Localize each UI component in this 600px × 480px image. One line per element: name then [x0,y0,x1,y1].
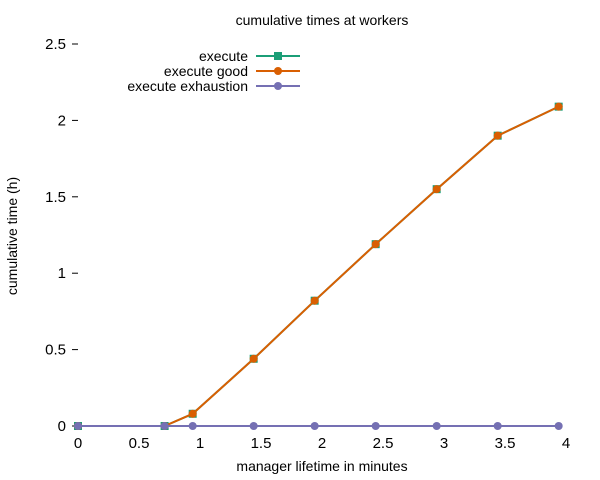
y-axis-label: cumulative time (h) [4,177,20,295]
data-point [310,296,319,305]
y-tick-label: 1 [58,265,66,282]
x-tick-label: 1.5 [251,435,272,452]
data-point [249,422,258,430]
data-point [432,185,441,194]
data-point [249,354,258,363]
data-point [554,422,563,430]
y-tick-label: 1.5 [45,189,66,206]
series-line [78,105,560,427]
x-tick-label: 3.5 [495,435,516,452]
x-tick-label: 4 [562,435,570,452]
legend-label: execute exhaustion [127,78,248,94]
legend-swatch-marker [274,67,282,75]
x-tick-label: 1 [196,435,204,452]
data-point [371,422,380,430]
legend-swatch-marker [274,82,282,90]
y-tick-label: 2 [58,112,66,129]
x-tick-label: 3 [440,435,448,452]
legend-label: execute good [164,63,248,79]
x-tick-label: 0.5 [129,435,150,452]
series-execute [74,102,563,430]
series-execute-exhaustion [74,422,563,430]
data-point [371,240,380,249]
axes: 0 0.5 1 1.5 2 2.5 0 0.5 1 1.5 2 2.5 3 3.5 4 [45,36,570,452]
data-point [310,422,319,430]
legend-label: execute [199,48,248,64]
legend-item: execute [199,48,300,64]
x-axis-label: manager lifetime in minutes [236,458,407,474]
legend-item: execute exhaustion [127,78,300,94]
data-point [188,422,197,430]
legend-swatch-marker [274,52,282,60]
data-point [554,102,563,111]
data-point [74,422,82,430]
data-point [493,422,502,430]
data-point [188,409,197,418]
legend-item: execute good [164,63,300,79]
x-tick-label: 2 [318,435,326,452]
data-point [493,131,502,140]
data-point [432,422,441,430]
data-point [160,422,169,430]
x-tick-label: 2.5 [373,435,394,452]
y-tick-label: 0 [58,418,66,435]
series-line [78,105,560,427]
chart-title: cumulative times at workers [236,12,409,28]
y-tick-label: 2.5 [45,36,66,53]
series-execute-good [74,102,563,430]
series-layer [74,102,563,430]
y-tick-label: 0.5 [45,342,66,359]
x-tick-label: 0 [74,435,82,452]
